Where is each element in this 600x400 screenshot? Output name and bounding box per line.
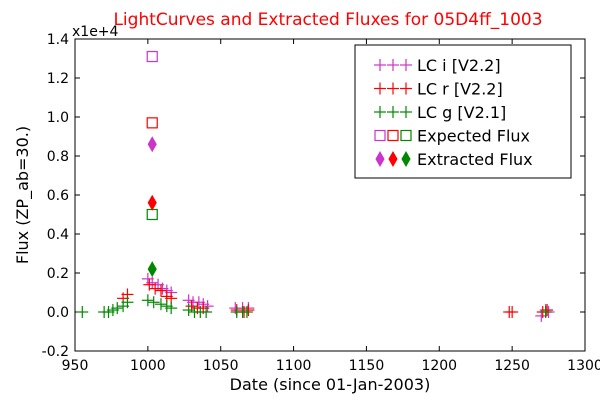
- legend-marker-plus: [374, 59, 386, 71]
- y-tick-label: 0.4: [47, 227, 69, 243]
- legend-entry: LC g [V2.1]: [374, 103, 506, 122]
- chart-title: LightCurves and Extracted Fluxes for 05D…: [113, 10, 542, 30]
- legend-marker-diamond: [401, 150, 411, 168]
- data-point-diamond: [147, 261, 157, 278]
- legend-marker-square: [374, 129, 386, 142]
- y-tick-label: 0.0: [47, 305, 69, 321]
- legend-entry: Expected Flux: [374, 127, 530, 146]
- legend-marker-plus: [387, 59, 399, 71]
- data-point-plus: [200, 306, 213, 318]
- legend-marker-plus: [387, 82, 399, 95]
- y-offset-label: x1e+4: [72, 24, 119, 40]
- y-tick-label: 1.4: [47, 32, 69, 48]
- data-point-square: [146, 50, 158, 63]
- legend: LC i [V2.2] LC r [V2.2] LC g [V2.1] Expecte…: [354, 44, 572, 179]
- legend-entry: Extracted Flux: [375, 150, 533, 169]
- y-tick-label: 1.2: [47, 71, 69, 87]
- data-point-plus: [182, 304, 195, 317]
- data-point-plus: [147, 296, 160, 309]
- legend-marker-square: [387, 129, 399, 142]
- legend-marker-plus: [400, 82, 412, 95]
- data-point-plus: [541, 304, 554, 317]
- legend-label: LC r [V2.2]: [417, 80, 503, 99]
- legend-marker-diamond: [375, 150, 385, 168]
- data-point-plus: [111, 302, 124, 315]
- x-tick-label: 1250: [494, 358, 530, 374]
- x-tick-label: 1050: [203, 358, 239, 374]
- legend-marker-plus: [374, 106, 386, 118]
- y-axis-label: Flux (ZP_ab=30.): [13, 126, 33, 264]
- data-point-plus: [539, 306, 552, 318]
- axis-ticks: 950 1000 1050 1100 1150 1200 1250 1300 -0.2 0.0 0.…: [42, 32, 600, 374]
- y-tick-label: 0.2: [47, 266, 69, 282]
- x-tick-label: 950: [62, 358, 89, 374]
- data-point-diamond: [147, 136, 157, 153]
- data-point-diamond: [147, 194, 157, 211]
- legend-label: Expected Flux: [417, 127, 530, 146]
- series-2: [76, 294, 552, 318]
- y-tick-label: 0.8: [47, 149, 69, 165]
- data-point-plus: [121, 296, 134, 309]
- data-marks: [76, 50, 555, 322]
- data-point-plus: [76, 306, 89, 318]
- legend-marker-plus: [400, 59, 412, 71]
- legend-marker-plus: [374, 82, 386, 95]
- data-point-plus: [154, 284, 167, 297]
- legend-marker-square: [400, 129, 412, 142]
- data-point-plus: [165, 302, 178, 315]
- x-axis-label: Date (since 01-Jan-2003): [230, 375, 431, 394]
- legend-entry: LC r [V2.2]: [374, 80, 503, 99]
- data-point-square: [146, 117, 158, 129]
- legend-marker-plus: [400, 106, 412, 118]
- series-4: [147, 136, 157, 278]
- data-point-plus: [242, 304, 255, 317]
- legend-marker-plus: [387, 106, 399, 118]
- x-tick-label: 1200: [421, 358, 457, 374]
- data-point-plus: [506, 306, 519, 318]
- y-tick-label: -0.2: [42, 344, 69, 360]
- legend-marker-diamond: [388, 150, 398, 168]
- legend-label: LC i [V2.2]: [417, 56, 501, 75]
- data-point-plus: [149, 282, 162, 295]
- y-tick-label: 1.0: [47, 110, 69, 126]
- x-tick-label: 1300: [567, 358, 600, 374]
- legend-label: LC g [V2.1]: [417, 103, 506, 122]
- y-tick-label: 0.6: [47, 188, 69, 204]
- legend-entry: LC i [V2.2]: [374, 56, 501, 75]
- data-point-plus: [240, 306, 253, 318]
- data-point-plus: [146, 276, 159, 289]
- data-point-plus: [154, 298, 167, 311]
- x-tick-label: 1100: [276, 358, 312, 374]
- data-point-plus: [141, 294, 154, 307]
- x-tick-label: 1000: [130, 358, 166, 374]
- x-tick-label: 1150: [349, 358, 385, 374]
- legend-label: Extracted Flux: [417, 150, 533, 169]
